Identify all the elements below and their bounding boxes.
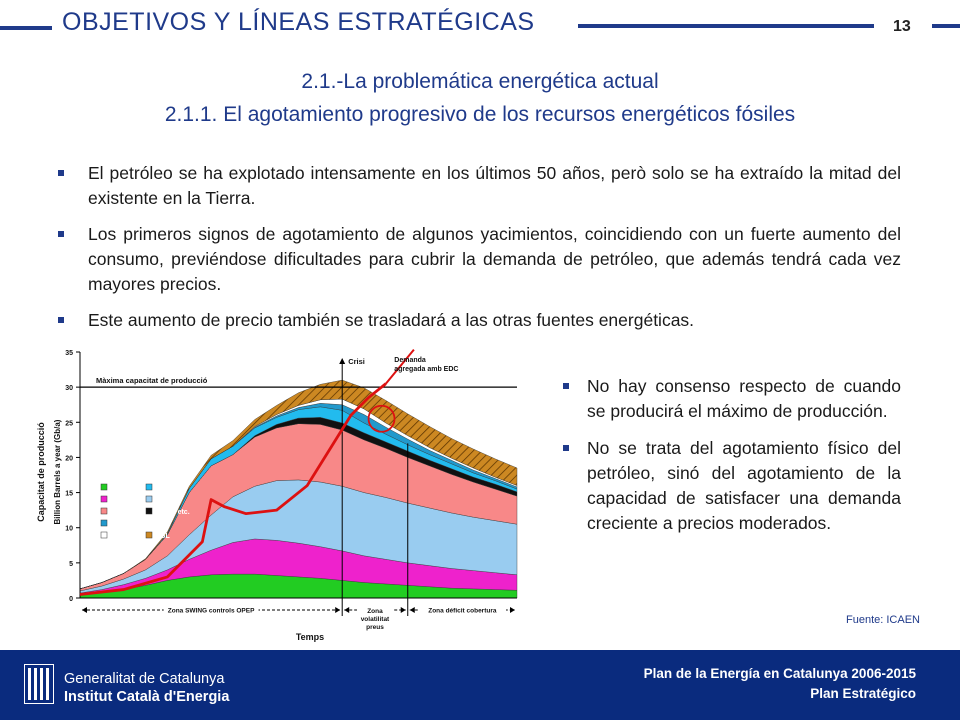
- legend-label: Heavy etc.: [155, 509, 190, 516]
- zone-arrowhead-left: [409, 607, 415, 613]
- header-rule-tail: [932, 24, 960, 28]
- section-subheading: 2.1.1. El agotamiento progresivo de los …: [164, 103, 796, 126]
- crisis-label: Crisi: [348, 357, 365, 366]
- zone-arrowhead-right: [335, 607, 341, 613]
- intersection-circle: [367, 404, 396, 433]
- y-tick-label: 10: [65, 526, 73, 533]
- bullet-item: Este aumento de precio también se trasla…: [58, 308, 901, 333]
- legend-swatch: [145, 507, 153, 515]
- org-line-1: Generalitat de Catalunya: [64, 671, 225, 687]
- legend-swatch: [145, 495, 153, 503]
- legend-label: Other: [155, 497, 174, 504]
- bullet-item: El petróleo se ha explotado intensamente…: [58, 161, 901, 211]
- zone-label: Zona déficit cobertura: [428, 608, 497, 615]
- legend-swatch: [100, 531, 108, 539]
- section-heading: 2.1.-La problemática energética actual: [301, 70, 659, 93]
- zone-label: volatilitat: [361, 616, 390, 623]
- bullet-item: Los primeros signos de agotamiento de al…: [58, 222, 901, 297]
- header-rule-right: [578, 24, 874, 28]
- side-bullet-item: No se trata del agotamiento físico del p…: [560, 436, 901, 536]
- y-tick-label: 20: [65, 455, 73, 462]
- legend-swatch: [100, 519, 108, 527]
- y-tick-label: 5: [69, 561, 73, 568]
- y-tick-label: 0: [69, 596, 73, 603]
- legend-swatch: [100, 495, 108, 503]
- x-axis-label: Temps: [296, 632, 324, 642]
- legend-swatch: [100, 507, 108, 515]
- plan-line-2: Plan Estratégico: [810, 686, 916, 701]
- org-line-2: Institut Català d'Energia: [64, 689, 230, 705]
- zone-label-bg: [418, 605, 507, 614]
- zone-label: Zona: [367, 608, 383, 615]
- page-number: 13: [893, 18, 911, 35]
- main-bullet-list: El petróleo se ha explotado intensamente…: [58, 161, 901, 344]
- plan-line-1: Plan de la Energía en Catalunya 2006-201…: [643, 666, 916, 681]
- zone-label-bg: [356, 605, 393, 635]
- header-rule-left: [0, 26, 52, 30]
- demand-line: [79, 382, 387, 596]
- y-tick-label: 35: [65, 350, 73, 357]
- crisis-arrowhead: [339, 358, 346, 364]
- header-title: OBJETIVOS Y LÍNEAS ESTRATÉGICAS: [62, 8, 535, 36]
- legend-swatch: [100, 483, 108, 491]
- legend-label: NGL: [155, 533, 171, 540]
- zone-arrowhead-left: [344, 607, 350, 613]
- zone-label: preus: [366, 624, 384, 631]
- source-note: Fuente: ICAEN: [846, 614, 920, 626]
- demand-label-line2: agregada amb EDC: [394, 366, 458, 373]
- legend-label: Polar: [110, 533, 128, 540]
- side-bullet-item: No hay consenso respecto de cuando se pr…: [560, 374, 901, 424]
- zone-label: Zona SWING controls OPEP: [168, 608, 255, 615]
- legend-label: Russia: [110, 497, 133, 504]
- oil-production-chart: 0 5 10 15 20 25 30 35 Capacitat de producció Bill…: [36, 348, 518, 642]
- legend-label: US-48: [110, 485, 130, 492]
- demand-pointer: [385, 348, 415, 385]
- plan-title: Plan de la Energía en Catalunya 2006-201…: [644, 664, 916, 704]
- y-axis-label-units: Billion Barrels a year (Gb/a): [53, 419, 62, 524]
- area-ngl: [79, 379, 518, 590]
- legend-swatch: [145, 483, 153, 491]
- legend-swatch: [145, 531, 153, 539]
- y-tick-label: 25: [65, 420, 73, 427]
- zone-arrowhead-right: [400, 607, 406, 613]
- zone-label-bg: [163, 605, 259, 614]
- y-tick-label: 15: [65, 491, 73, 498]
- zone-arrowhead-right: [510, 607, 515, 613]
- y-tick-label: 30: [65, 385, 73, 392]
- zone-arrowhead-left: [82, 607, 87, 613]
- footer-bar: Generalitat de Catalunya Institut Català…: [0, 650, 960, 720]
- demand-label-line1: Demanda: [394, 357, 426, 364]
- organization-name: Generalitat de Catalunya Institut Català…: [64, 670, 229, 706]
- max-capacity-label: Màxima capacitat de producció: [96, 376, 208, 385]
- legend-label: Deepwater: [110, 521, 146, 528]
- y-axis-label: Capacitat de producció: [36, 422, 46, 522]
- legend-label: M.East: [110, 509, 133, 516]
- generalitat-logo-icon: [24, 664, 54, 704]
- side-bullet-list: No hay consenso respecto de cuando se pr…: [560, 374, 901, 548]
- legend-label: Europe: [155, 485, 179, 492]
